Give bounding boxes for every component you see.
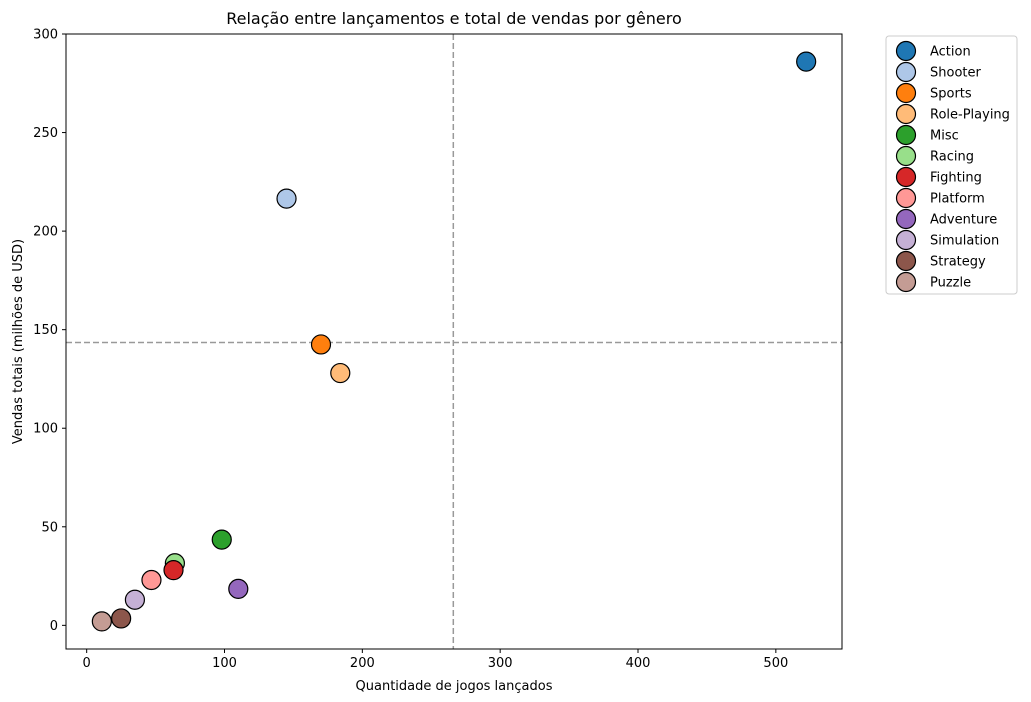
legend-label-adventure: Adventure	[930, 213, 997, 228]
legend-marker-sports	[895, 82, 917, 104]
y-tick-label: 300	[33, 28, 58, 43]
legend-label-misc: Misc	[930, 129, 959, 144]
x-tick-label: 0	[83, 656, 91, 671]
legend-marker-role-playing	[895, 103, 917, 125]
legend-marker-puzzle	[895, 271, 917, 293]
legend-label-platform: Platform	[930, 192, 985, 207]
legend-label-role-playing: Role-Playing	[930, 108, 1010, 123]
data-point-fighting	[163, 560, 184, 581]
data-point-adventure	[228, 578, 249, 599]
y-tick-label: 200	[33, 225, 58, 240]
legend-label-shooter: Shooter	[930, 66, 981, 81]
data-point-simulation	[124, 589, 146, 610]
x-tick-label: 200	[350, 656, 375, 671]
legend-marker-fighting	[895, 166, 917, 188]
legend-label-puzzle: Puzzle	[930, 276, 971, 291]
legend-label-strategy: Strategy	[930, 255, 986, 270]
data-point-shooter	[276, 188, 297, 209]
y-tick-label: 50	[41, 520, 58, 535]
data-point-puzzle	[91, 611, 112, 632]
data-point-misc	[211, 529, 232, 550]
legend-marker-racing	[895, 145, 917, 167]
legend-marker-strategy	[895, 250, 917, 272]
x-tick-label: 400	[626, 656, 651, 671]
y-tick-label: 100	[33, 422, 58, 437]
legend-label-racing: Racing	[930, 150, 974, 165]
data-point-sports	[310, 334, 332, 355]
legend-marker-adventure	[895, 208, 917, 230]
plot-area: 0 100 200 300 400 500 0 50 100 150 200 250 300	[33, 28, 843, 671]
data-point-strategy	[111, 608, 132, 629]
data-point-action	[796, 51, 817, 72]
legend: Action Shooter Sports Role-Playing Misc Racin…	[885, 35, 1018, 295]
legend-box	[885, 35, 1018, 295]
y-axis-label: Vendas totais (milhões de USD)	[11, 239, 26, 444]
y-tick-label: 0	[50, 619, 58, 634]
chart-title: Relação entre lançamentos e total de ven…	[226, 9, 682, 28]
legend-marker-platform	[895, 187, 917, 209]
data-point-role-playing	[330, 362, 351, 384]
x-tick-label: 100	[212, 656, 237, 671]
legend-label-sports: Sports	[930, 87, 972, 102]
y-tick-label: 150	[33, 323, 58, 338]
legend-label-fighting: Fighting	[930, 171, 982, 186]
legend-marker-action	[895, 40, 917, 62]
legend-label-simulation: Simulation	[930, 234, 999, 249]
x-axis-label: Quantidade de jogos lançados	[356, 679, 553, 694]
legend-label-action: Action	[930, 45, 971, 60]
y-tick-label: 250	[33, 126, 58, 141]
legend-marker-shooter	[895, 61, 917, 83]
data-point-platform	[141, 569, 162, 591]
x-tick-label: 300	[488, 656, 513, 671]
plot-frame	[65, 33, 843, 650]
legend-marker-misc	[895, 124, 917, 146]
x-tick-label: 500	[763, 656, 788, 671]
legend-marker-simulation	[895, 229, 917, 251]
